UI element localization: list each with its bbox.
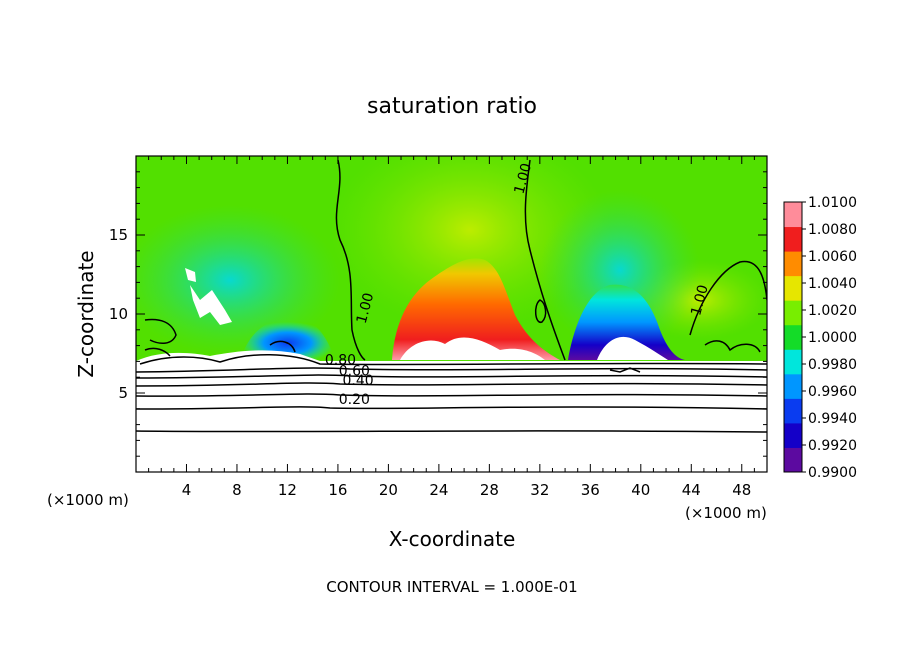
contour-lines xyxy=(136,159,767,433)
contour-100-right xyxy=(689,260,767,336)
colorbar-label: 1.0060 xyxy=(808,249,857,265)
x-tick-label: 8 xyxy=(232,481,242,499)
x-tick-label: 40 xyxy=(631,481,650,499)
plot-area xyxy=(136,156,767,472)
x-tick-label: 28 xyxy=(480,481,499,499)
colorbar-swatch xyxy=(784,275,802,301)
contour-label: 1.00 xyxy=(688,283,712,317)
x-tick-label: 44 xyxy=(682,481,701,499)
colorbar: 0.9900 0.9920 0.9940 0.9960 0.9980 1.0000 1.00… xyxy=(783,195,857,481)
colorbar-label: 0.9960 xyxy=(808,384,857,400)
contour-line-f xyxy=(136,367,767,373)
colorbar-swatch xyxy=(784,251,802,277)
contour-line-g xyxy=(139,353,767,366)
x-tick-label: 32 xyxy=(530,481,549,499)
y-tick-label: 10 xyxy=(109,305,128,323)
colorbar-swatch xyxy=(784,422,802,448)
colorbar-label: 1.0080 xyxy=(808,222,857,238)
lower-region xyxy=(136,361,767,472)
field-blue-left xyxy=(240,317,335,360)
x-unit-left: (×1000 m) xyxy=(47,491,129,509)
contour-100-loop xyxy=(534,299,547,323)
field-white-patch-4 xyxy=(185,268,196,282)
colorbar-label: 0.9940 xyxy=(808,411,857,427)
colorbar-label: 1.0100 xyxy=(808,195,857,211)
contour-label: 1.00 xyxy=(512,162,536,196)
y-tick-label: 5 xyxy=(118,384,128,402)
lower-region-lip xyxy=(136,350,320,361)
x-tick-label: 16 xyxy=(328,481,347,499)
colorbar-label: 1.0040 xyxy=(808,276,857,292)
x-tick-label: 48 xyxy=(732,481,751,499)
contour-label: 0.80 xyxy=(325,353,356,369)
colorbar-swatch xyxy=(784,324,802,350)
x-axis-label: X-coordinate xyxy=(389,527,516,551)
contour-line-b xyxy=(136,406,767,410)
colorbar-label: 0.9900 xyxy=(808,465,857,481)
field-soft-cyan-right xyxy=(540,190,700,350)
colorbar-swatch xyxy=(784,349,802,375)
contour-line-e xyxy=(136,374,767,379)
footer-note: CONTOUR INTERVAL = 1.000E-01 xyxy=(326,578,577,596)
field-white-patch-3 xyxy=(190,285,232,325)
contour-label: 1.00 xyxy=(354,291,378,325)
contour-labels: 0.20 0.400.600.80 1.00 1.00 1.00 xyxy=(325,162,712,409)
x-unit-right: (×1000 m) xyxy=(685,504,767,522)
x-tick-label: 36 xyxy=(581,481,600,499)
contour-line-d xyxy=(136,382,767,387)
chart-title: saturation ratio xyxy=(367,94,537,119)
colorbar-swatch xyxy=(784,447,802,473)
x-tick-label: 12 xyxy=(278,481,297,499)
contour-label: 0.40 xyxy=(343,373,374,389)
x-tick-label: 24 xyxy=(429,481,448,499)
field-blue-downdraft xyxy=(568,284,685,360)
contour-line-c xyxy=(136,393,767,397)
colorbar-swatch xyxy=(784,398,802,424)
contour-100-left xyxy=(335,159,366,361)
colorbar-label: 1.0000 xyxy=(808,330,857,346)
y-tick-label: 15 xyxy=(109,226,128,244)
colorbar-swatch xyxy=(784,226,802,252)
y-axis-label: Z-coordinate xyxy=(74,250,98,377)
colorbar-swatch xyxy=(784,300,802,326)
x-axis: 4 8 12 16 20 24 28 32 36 40 44 48 xyxy=(148,156,755,499)
contour-label: 0.60 xyxy=(339,364,370,380)
colorbar-label: 0.9980 xyxy=(808,357,857,373)
contour-100-mid xyxy=(524,159,566,361)
field-soft-cyan-left xyxy=(136,205,340,355)
contour-line-h xyxy=(144,340,641,373)
colorbar-swatch xyxy=(784,373,802,399)
field-red-plume xyxy=(392,258,560,360)
contour-label: 0.20 xyxy=(339,392,370,408)
y-axis: 5 10 15 xyxy=(109,171,767,457)
colorbar-label: 0.9920 xyxy=(808,438,857,454)
colorbar-label: 1.0020 xyxy=(808,303,857,319)
x-tick-label: 4 xyxy=(182,481,192,499)
x-tick-label: 20 xyxy=(379,481,398,499)
field-white-patch-1 xyxy=(400,337,545,360)
contour-100-small-right xyxy=(704,340,761,353)
contour-line-a xyxy=(136,430,767,433)
field-white-patch-2 xyxy=(597,336,668,360)
contour-100-small-left xyxy=(144,318,177,345)
colorbar-swatch xyxy=(784,202,802,228)
